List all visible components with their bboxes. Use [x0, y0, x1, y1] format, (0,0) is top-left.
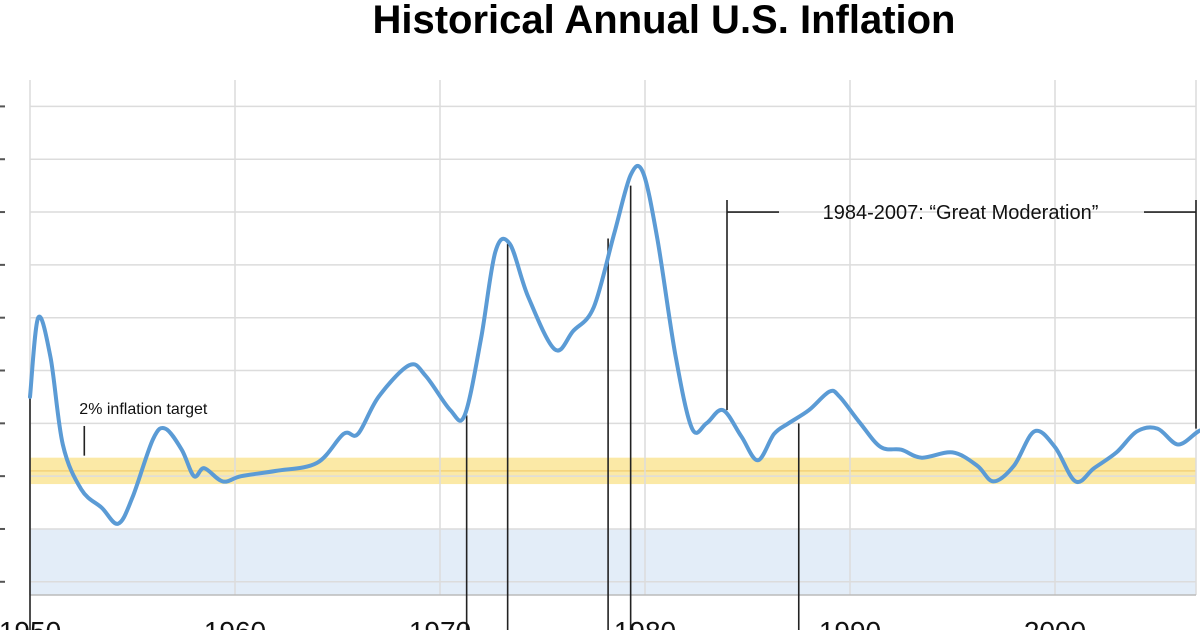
background-regions: [30, 457, 1196, 595]
inflation-series-line: [28, 163, 1200, 526]
annotations: 2% inflation target 1984-2007: “Great Mod…: [79, 200, 1197, 456]
chart-title: Historical Annual U.S. Inflation: [372, 0, 955, 42]
negative-region-shading: [30, 528, 1196, 595]
x-axis-ticks: 1950 1960 1970 1980 1990 2000: [0, 616, 1086, 630]
x-tick-label: 1950: [0, 616, 61, 630]
event-markers: [29, 185, 800, 630]
series: [28, 163, 1200, 526]
x-tick-label: 1970: [409, 616, 471, 630]
grid: [0, 80, 1197, 596]
x-tick-label: 1960: [204, 616, 266, 630]
moderation-annotation-label: 1984-2007: “Great Moderation”: [823, 202, 1099, 224]
x-tick-label: 1990: [819, 616, 881, 630]
x-tick-label: 2000: [1024, 616, 1086, 630]
target-band-label: 2% inflation target: [79, 401, 208, 418]
x-tick-label: 1980: [614, 616, 676, 630]
